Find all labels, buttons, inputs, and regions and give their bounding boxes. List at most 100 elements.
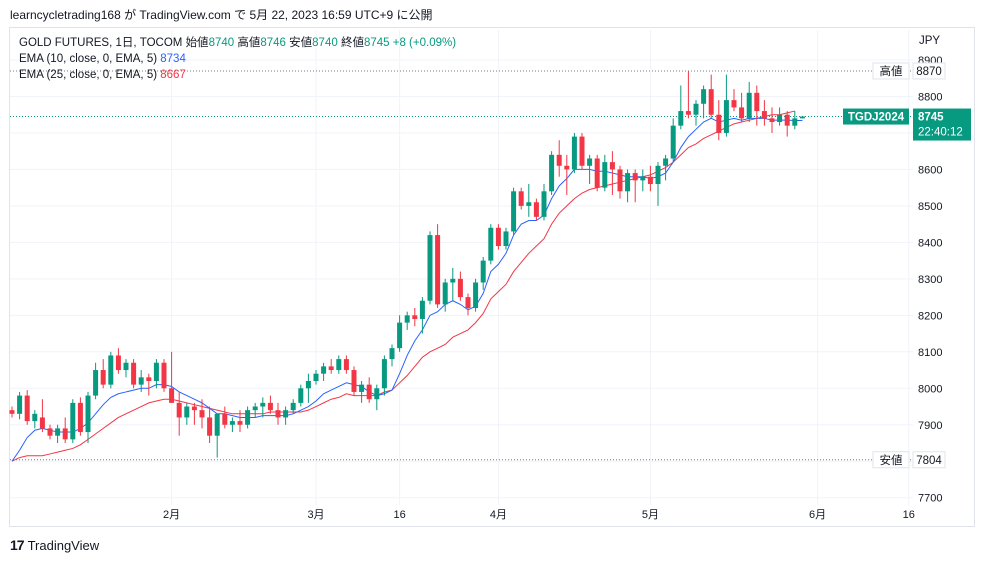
candle-body [169,388,175,403]
last-price-tag [913,108,971,141]
candle-body [412,315,418,319]
candle-body [693,103,699,115]
ema-slow-line [11,110,795,462]
candle-body [518,191,524,206]
candle-body [305,380,311,389]
candle-body [100,370,106,385]
candle-body [290,402,296,411]
candle-body [579,136,585,166]
candle-body [161,362,167,389]
candle-body [777,114,783,123]
candle-body [488,227,494,261]
candle-body [381,359,387,389]
candle-body [739,107,745,119]
y-tick-label: 8400 [918,237,942,249]
tradingview-logo-icon: 17 [10,537,25,553]
candle-body [138,377,144,385]
candle-body [442,282,448,305]
low-price [912,451,946,469]
candle-body [267,402,273,411]
candle-body [252,406,258,411]
candle-body [389,348,395,360]
candle-body [359,384,365,392]
ohlc-open-value: 8740 [208,37,235,49]
ema-fast-line[interactable]: EMA (10, close, 0, EMA, 5) 8734 [19,51,456,67]
ema-fast-value: 8734 [160,53,186,65]
candle-body [184,406,190,418]
candle-body [640,176,646,181]
candle-body [609,162,615,170]
candle-body [55,428,61,436]
candle-body [343,359,349,371]
last-price-value: 8745 [918,112,944,124]
currency-label[interactable]: JPY [919,35,941,47]
candle-body [321,366,327,374]
y-tick-label: 8800 [918,91,942,103]
countdown-timer: 22:40:12 [918,127,963,139]
candle-body [473,282,479,309]
candle-body [556,154,562,166]
candle-body [419,300,425,319]
low-tag-label: 安値 [880,453,903,467]
x-tick-label: 16 [393,509,405,521]
candle-body [108,355,114,385]
symbol-line: GOLD FUTURES, 1日, TOCOM 始値8740 高値8746 安値… [19,35,456,51]
high-tag [872,62,910,80]
candle-body [647,176,653,185]
candle-body [351,370,357,392]
candle-body [571,136,577,170]
ohlc-low-value: 8740 [312,37,338,49]
y-tick-label: 7700 [918,493,942,505]
candle-body [336,359,342,371]
candle-body [62,428,68,440]
candle-body [374,388,380,400]
candle-body [480,260,486,283]
x-tick-label: 3月 [307,509,324,521]
candle-body [115,355,121,371]
ema-fast-line [11,117,803,462]
candle-body [564,165,570,170]
symbol-name[interactable]: GOLD FUTURES, 1日, TOCOM [19,37,183,49]
brand-name: TradingView [27,537,100,553]
y-tick-label: 8200 [918,310,942,322]
ohlc-low-label: 安値 [289,37,313,49]
ema-slow-value: 8667 [160,69,186,81]
y-tick-label: 8500 [918,201,942,213]
candle-body [784,114,790,126]
ohlc-close-value: 8745 [363,37,390,49]
candle-body [176,402,182,418]
high-price-label: 8870 [916,66,942,78]
candle-body [397,322,403,349]
footer-brand[interactable]: 17 TradingView [10,537,99,553]
ema-slow-line[interactable]: EMA (25, close, 0, EMA, 5) 8667 [19,67,456,83]
x-tick-label: 16 [903,509,915,521]
candle-body [9,410,15,414]
candle-body [587,158,593,166]
y-tick-label: 7900 [918,420,942,432]
candle-body [153,362,159,381]
y-tick-label: 8600 [918,164,942,176]
x-tick-label: 5月 [642,509,659,521]
low-tag [872,451,910,469]
candle-body [207,417,213,436]
chart-frame[interactable] [9,27,975,527]
candle-body [214,413,220,436]
candle-body [245,410,251,425]
candle-body [533,202,539,217]
candle-body [283,410,289,418]
high-tag-label: 高値 [880,64,903,78]
ema-fast-label: EMA (10, close, 0, EMA, 5) [19,53,158,65]
candle-body [594,158,600,188]
candle-body [663,158,669,166]
candle-body [723,100,729,133]
publish-caption: learncycletrading168 が TradingView.com で… [10,8,433,22]
candle-body [47,428,53,436]
candle-body [427,235,433,301]
candle-body [754,92,760,112]
candle-body [77,402,83,433]
change-value: +8 (+0.09%) [392,37,457,49]
candle-body [85,395,91,433]
candle-body [146,377,152,381]
candle-body [549,154,555,192]
